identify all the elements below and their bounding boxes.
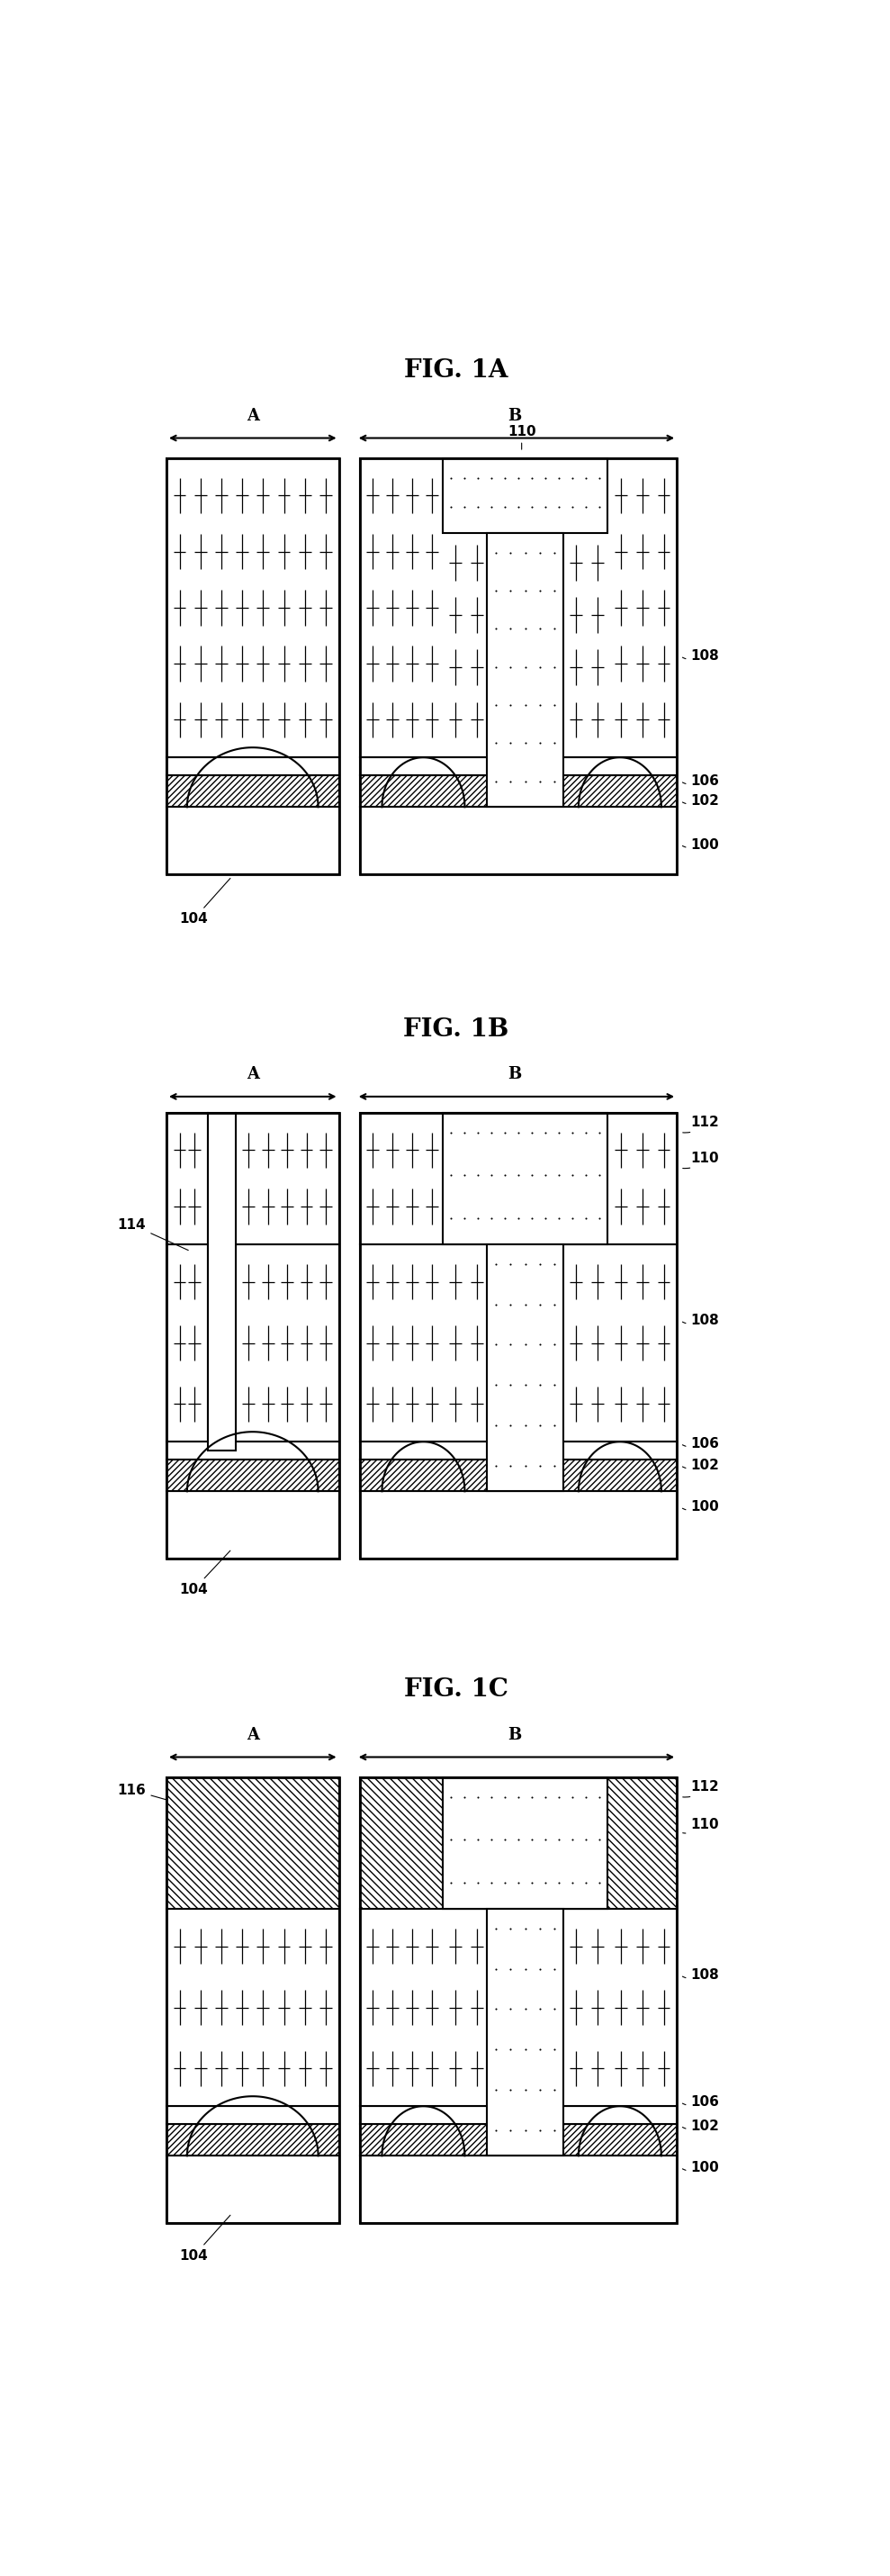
Text: 108: 108: [683, 649, 719, 662]
Text: B: B: [508, 1726, 522, 1744]
Text: 110: 110: [683, 1819, 719, 1834]
Bar: [360, 2125, 676, 2156]
Bar: [166, 2107, 339, 2125]
Bar: [360, 1244, 676, 1443]
Bar: [166, 2125, 339, 2156]
Bar: [360, 2156, 676, 2223]
Text: A: A: [247, 1726, 259, 1744]
Bar: [166, 1777, 339, 2223]
Bar: [166, 1777, 339, 1909]
Bar: [208, 1113, 235, 1450]
Text: 106: 106: [683, 2094, 719, 2110]
Bar: [360, 1461, 676, 1492]
Bar: [360, 757, 676, 775]
Text: 102: 102: [683, 793, 719, 809]
Bar: [442, 459, 608, 533]
Text: 106: 106: [683, 1437, 719, 1450]
Text: 110: 110: [507, 425, 536, 448]
Bar: [166, 1461, 339, 1492]
Bar: [166, 775, 339, 806]
Bar: [235, 1113, 339, 1244]
Text: 110: 110: [683, 1151, 719, 1170]
Bar: [166, 1113, 208, 1244]
Bar: [166, 1909, 339, 2107]
Bar: [442, 1113, 608, 1244]
Bar: [360, 775, 676, 806]
Text: B: B: [508, 1066, 522, 1082]
Text: A: A: [247, 407, 259, 425]
Text: B: B: [508, 407, 522, 425]
Text: 104: 104: [180, 2215, 231, 2262]
Bar: [166, 757, 339, 775]
Text: FIG. 1A: FIG. 1A: [404, 358, 508, 384]
Bar: [360, 1909, 676, 2107]
Text: A: A: [247, 1066, 259, 1082]
Bar: [166, 459, 339, 757]
Text: FIG. 1B: FIG. 1B: [403, 1018, 509, 1041]
Text: 112: 112: [683, 1780, 719, 1798]
Bar: [360, 1777, 676, 2223]
Bar: [487, 533, 563, 806]
Bar: [166, 1443, 339, 1461]
Text: 100: 100: [683, 837, 719, 853]
Bar: [360, 775, 676, 806]
Bar: [360, 459, 676, 757]
Bar: [166, 2156, 339, 2223]
Bar: [360, 1443, 676, 1461]
Text: 100: 100: [683, 1499, 719, 1515]
Text: 102: 102: [683, 2120, 719, 2133]
Bar: [360, 806, 676, 873]
Bar: [166, 1113, 339, 1558]
Bar: [360, 1113, 676, 1244]
Bar: [166, 1244, 208, 1443]
Bar: [360, 2125, 676, 2156]
Text: 100: 100: [683, 2161, 719, 2174]
Text: 102: 102: [683, 1458, 719, 1473]
Bar: [360, 1492, 676, 1558]
Bar: [166, 775, 339, 806]
Bar: [487, 1909, 563, 2156]
Bar: [235, 1244, 339, 1443]
Text: 116: 116: [117, 1783, 167, 1801]
Bar: [360, 2107, 676, 2125]
Bar: [360, 459, 676, 873]
Text: 108: 108: [683, 1314, 719, 1327]
Text: 112: 112: [683, 1115, 719, 1133]
Bar: [166, 806, 339, 873]
Bar: [360, 1777, 676, 1909]
Text: 106: 106: [683, 775, 719, 788]
Bar: [166, 1492, 339, 1558]
Bar: [442, 1777, 608, 1909]
Bar: [166, 459, 339, 873]
Bar: [360, 1113, 676, 1558]
Bar: [487, 1244, 563, 1492]
Text: FIG. 1C: FIG. 1C: [404, 1677, 508, 1703]
Text: 104: 104: [180, 1551, 231, 1597]
Bar: [360, 1777, 676, 1909]
Text: 114: 114: [117, 1218, 189, 1249]
Bar: [166, 1461, 339, 1492]
Bar: [360, 1461, 676, 1492]
Text: 104: 104: [180, 878, 231, 925]
Bar: [166, 1777, 339, 1909]
Bar: [166, 2125, 339, 2156]
Text: 108: 108: [683, 1968, 719, 1981]
